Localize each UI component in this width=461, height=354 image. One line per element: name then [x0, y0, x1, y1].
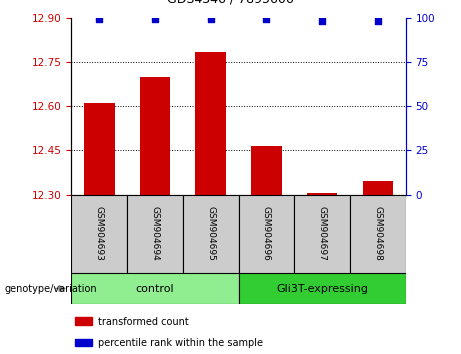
Text: transformed count: transformed count	[98, 316, 189, 327]
Bar	[238, 195, 294, 273]
Bar	[307, 193, 337, 195]
Bar	[84, 103, 115, 195]
Bar	[238, 273, 406, 304]
Text: GSM904697: GSM904697	[318, 206, 327, 261]
Bar	[71, 195, 127, 273]
Text: Gli3T-expressing: Gli3T-expressing	[276, 284, 368, 293]
Bar	[251, 146, 282, 195]
Point	[151, 17, 159, 22]
Bar	[350, 195, 406, 273]
Bar	[75, 317, 91, 325]
Point	[374, 18, 382, 24]
Point	[207, 17, 214, 22]
Bar	[362, 182, 393, 195]
Bar	[195, 52, 226, 195]
Point	[263, 17, 270, 22]
Point	[95, 17, 103, 22]
Bar	[127, 195, 183, 273]
Text: GSM904693: GSM904693	[95, 206, 104, 261]
Bar	[140, 77, 170, 195]
Bar	[75, 338, 91, 346]
Bar	[71, 273, 239, 304]
Text: genotype/variation: genotype/variation	[5, 284, 97, 293]
Bar	[183, 195, 238, 273]
Text: GSM904694: GSM904694	[150, 206, 160, 261]
Text: GSM904695: GSM904695	[206, 206, 215, 261]
Bar	[294, 195, 350, 273]
Text: percentile rank within the sample: percentile rank within the sample	[98, 338, 263, 348]
Text: GSM904696: GSM904696	[262, 206, 271, 261]
Text: control: control	[136, 284, 174, 293]
Text: GDS4346 / 7895606: GDS4346 / 7895606	[167, 0, 294, 5]
Point	[319, 18, 326, 24]
Text: GSM904698: GSM904698	[373, 206, 382, 261]
